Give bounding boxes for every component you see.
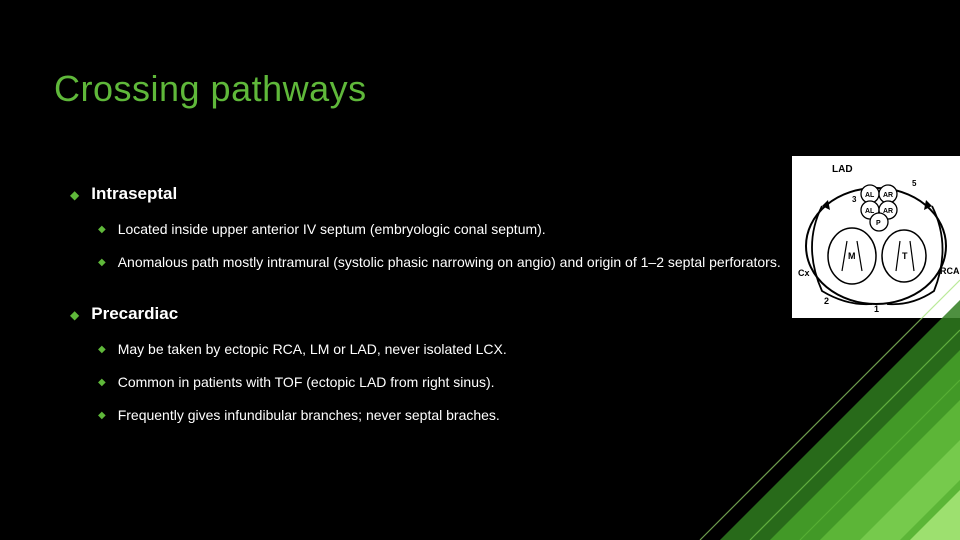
label-lad: LAD: [832, 164, 853, 175]
svg-text:AR: AR: [883, 192, 893, 199]
arrow-icon: ◆: [98, 223, 106, 237]
svg-text:5: 5: [912, 179, 917, 188]
bullet-text: May be taken by ectopic RCA, LM or LAD, …: [118, 340, 507, 359]
svg-text:3: 3: [852, 195, 857, 204]
bullet-heading: Intraseptal: [91, 184, 177, 204]
slide: Crossing pathways ◆ Intraseptal ◆ Locate…: [0, 0, 960, 540]
content-area: ◆ Intraseptal ◆ Located inside upper ant…: [70, 180, 910, 438]
bullet-l2: ◆ Frequently gives infundibular branches…: [98, 406, 910, 425]
svg-text:RCA: RCA: [940, 266, 960, 276]
arrow-icon: ◆: [98, 256, 106, 270]
svg-text:2: 2: [824, 296, 829, 306]
bullet-text: Located inside upper anterior IV septum …: [118, 220, 546, 239]
svg-text:T: T: [902, 251, 908, 261]
arrow-icon: ◆: [98, 376, 106, 390]
arrow-icon: ◆: [98, 343, 106, 357]
svg-text:1: 1: [874, 304, 879, 314]
svg-text:P: P: [876, 220, 881, 227]
arrow-icon: ◆: [70, 188, 79, 202]
svg-text:M: M: [848, 251, 856, 261]
slide-title: Crossing pathways: [54, 68, 367, 110]
bullet-text: Frequently gives infundibular branches; …: [118, 406, 500, 425]
bullet-text: Common in patients with TOF (ectopic LAD…: [118, 373, 495, 392]
svg-text:AL: AL: [865, 192, 875, 199]
arrow-icon: ◆: [98, 409, 106, 423]
bullet-text: Anomalous path mostly intramural (systol…: [118, 253, 781, 272]
coronary-diagram: LAD AL AR AL AR P M T Cx RCA 1 2 3 5: [792, 156, 960, 318]
bullet-l2: ◆ Anomalous path mostly intramural (syst…: [98, 253, 910, 272]
bullet-l1: ◆ Precardiac: [70, 304, 910, 324]
svg-text:AL: AL: [865, 208, 875, 215]
bullet-l2: ◆ May be taken by ectopic RCA, LM or LAD…: [98, 340, 910, 359]
bullet-l1: ◆ Intraseptal: [70, 184, 910, 204]
svg-text:Cx: Cx: [798, 268, 810, 278]
arrow-icon: ◆: [70, 308, 79, 322]
svg-text:AR: AR: [883, 208, 893, 215]
spacer: [70, 286, 910, 300]
bullet-l2: ◆ Located inside upper anterior IV septu…: [98, 220, 910, 239]
bullet-l2: ◆ Common in patients with TOF (ectopic L…: [98, 373, 910, 392]
bullet-heading: Precardiac: [91, 304, 178, 324]
